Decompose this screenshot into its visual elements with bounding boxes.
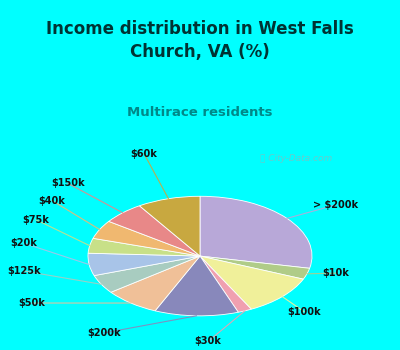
Wedge shape (200, 256, 303, 309)
Text: Multirace residents: Multirace residents (127, 106, 273, 119)
Wedge shape (140, 196, 200, 256)
Text: Income distribution in West Falls
Church, VA (%): Income distribution in West Falls Church… (46, 21, 354, 61)
Wedge shape (88, 238, 200, 256)
Wedge shape (200, 256, 310, 279)
Text: $20k: $20k (10, 238, 38, 248)
Text: $200k: $200k (87, 328, 121, 338)
Wedge shape (200, 196, 312, 268)
Text: ⓘ City-Data.com: ⓘ City-Data.com (260, 154, 332, 163)
Text: $10k: $10k (322, 268, 350, 278)
Text: $75k: $75k (22, 215, 50, 225)
Wedge shape (93, 222, 200, 256)
Text: $125k: $125k (7, 266, 41, 276)
Text: $60k: $60k (130, 149, 158, 159)
Wedge shape (94, 256, 200, 292)
Wedge shape (88, 253, 200, 275)
Wedge shape (109, 206, 200, 256)
Text: $50k: $50k (18, 298, 46, 308)
Wedge shape (111, 256, 200, 311)
Wedge shape (200, 256, 251, 312)
Wedge shape (155, 256, 238, 316)
Text: $40k: $40k (38, 196, 66, 205)
Text: $30k: $30k (194, 336, 222, 346)
Text: $100k: $100k (287, 307, 321, 316)
Text: $150k: $150k (51, 178, 85, 188)
Text: > $200k: > $200k (314, 200, 358, 210)
